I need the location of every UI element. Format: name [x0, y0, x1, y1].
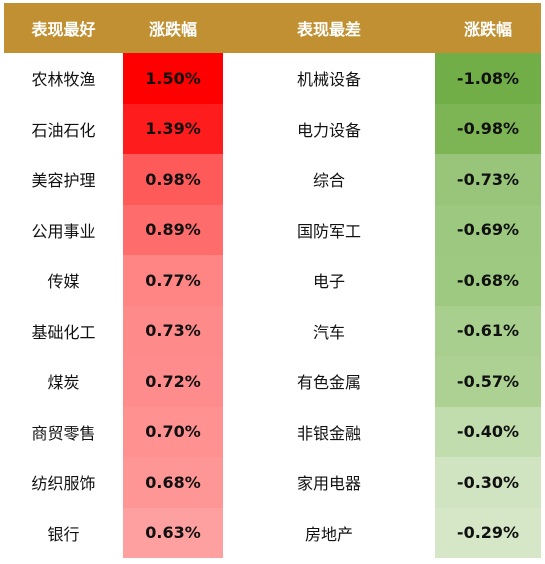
worst-sector-name: 汽车 — [312, 322, 345, 342]
best-sector-change-cell: 1.50% — [123, 53, 223, 104]
worst-sector-change-cell: -1.08% — [435, 53, 541, 104]
best-sector-name: 传媒 — [47, 272, 80, 292]
sector-performance-table: 表现最好 涨跌幅 表现最差 涨跌幅 农林牧渔 1.50% 机械设备 -1.08% 石油石… — [4, 3, 541, 558]
header-best-change: 涨跌幅 — [148, 20, 197, 39]
worst-sector-name: 电力设备 — [296, 120, 361, 140]
table-row: 煤炭 0.72% 有色金属 -0.57% — [4, 356, 541, 407]
best-sector-change-cell: 0.72% — [123, 356, 223, 407]
best-sector-name: 商贸零售 — [31, 423, 96, 443]
best-sector-change-cell: 0.68% — [123, 457, 223, 508]
table-row: 农林牧渔 1.50% 机械设备 -1.08% — [4, 53, 541, 104]
header-worst-sector: 表现最差 — [296, 20, 361, 39]
best-sector-change-cell: 0.63% — [123, 507, 223, 558]
table-row: 美容护理 0.98% 综合 -0.73% — [4, 154, 541, 205]
worst-sector-name: 有色金属 — [296, 373, 361, 393]
worst-sector-change-cell: -0.57% — [435, 356, 541, 407]
best-sector-name: 农林牧渔 — [31, 70, 96, 90]
worst-sector-name: 综合 — [312, 171, 345, 191]
best-sector-change-cell: 1.39% — [123, 103, 223, 154]
worst-sector-name: 电子 — [312, 272, 345, 292]
best-sector-change-cell: 0.98% — [123, 154, 223, 205]
best-sector-change-cell: 0.73% — [123, 305, 223, 356]
table-row: 纺织服饰 0.68% 家用电器 -0.30% — [4, 457, 541, 508]
best-sector-name: 石油石化 — [31, 120, 96, 140]
worst-sector-name: 非银金融 — [296, 423, 361, 443]
best-sector-name: 煤炭 — [47, 373, 80, 393]
worst-sector-name: 机械设备 — [296, 70, 361, 90]
worst-sector-name: 房地产 — [304, 524, 353, 544]
worst-sector-change-cell: -0.73% — [435, 154, 541, 205]
table-header: 表现最好 涨跌幅 表现最差 涨跌幅 — [4, 3, 541, 53]
worst-sector-change-cell: -0.40% — [435, 406, 541, 457]
table-row: 石油石化 1.39% 电力设备 -0.98% — [4, 103, 541, 154]
table-row: 银行 0.63% 房地产 -0.29% — [4, 507, 541, 558]
best-sector-name: 纺织服饰 — [31, 474, 96, 494]
worst-sector-change-cell: -0.61% — [435, 305, 541, 356]
table-row: 商贸零售 0.70% 非银金融 -0.40% — [4, 406, 541, 457]
table-row: 传媒 0.77% 电子 -0.68% — [4, 255, 541, 306]
best-sector-change-cell: 0.77% — [123, 255, 223, 306]
worst-sector-change-cell: -0.98% — [435, 103, 541, 154]
best-sector-change-cell: 0.89% — [123, 204, 223, 255]
worst-sector-change-cell: -0.30% — [435, 457, 541, 508]
worst-sector-name: 国防军工 — [296, 221, 361, 241]
best-sector-name: 美容护理 — [31, 171, 96, 191]
header-best-sector: 表现最好 — [31, 20, 96, 39]
worst-sector-change-cell: -0.68% — [435, 255, 541, 306]
best-sector-change-cell: 0.70% — [123, 406, 223, 457]
best-sector-name: 公用事业 — [31, 221, 96, 241]
table-row: 公用事业 0.89% 国防军工 -0.69% — [4, 204, 541, 255]
table-row: 基础化工 0.73% 汽车 -0.61% — [4, 305, 541, 356]
worst-sector-change-cell: -0.69% — [435, 204, 541, 255]
table-body: 农林牧渔 1.50% 机械设备 -1.08% 石油石化 1.39% 电力设备 -0.98% 美容… — [4, 53, 541, 558]
best-sector-name: 基础化工 — [31, 322, 96, 342]
worst-sector-change-cell: -0.29% — [435, 507, 541, 558]
worst-sector-name: 家用电器 — [296, 474, 361, 494]
header-worst-change: 涨跌幅 — [463, 20, 512, 39]
best-sector-name: 银行 — [47, 524, 80, 544]
